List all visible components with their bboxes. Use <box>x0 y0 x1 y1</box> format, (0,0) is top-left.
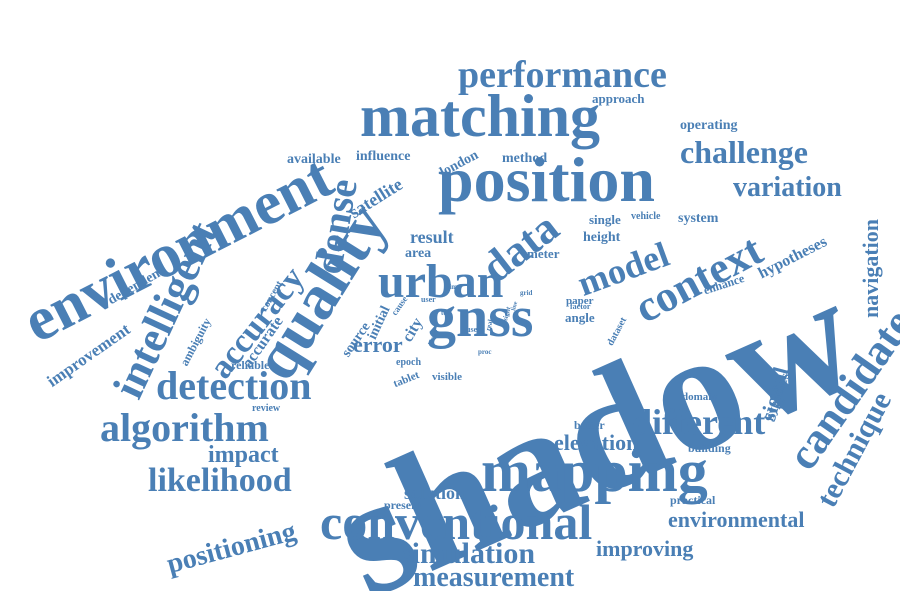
word-navigation: navigation <box>860 219 882 318</box>
word-tablet: tablet <box>392 370 421 390</box>
word-approach: approach <box>592 92 645 105</box>
word-challenge: challenge <box>680 136 808 168</box>
word-result: result <box>410 228 454 246</box>
word-epoch: epoch <box>396 358 421 368</box>
word-method: method <box>502 152 547 166</box>
word-angle: angle <box>565 311 595 324</box>
word-likelihood: likelihood <box>148 464 292 498</box>
word-different: different <box>632 404 765 440</box>
word-area: area <box>405 247 431 261</box>
word-vehicle: vehicle <box>631 212 660 222</box>
word-reliable: reliable <box>231 359 269 371</box>
word-practical: practical <box>670 494 715 506</box>
word-building: building <box>688 442 731 454</box>
word-user: user <box>421 296 436 304</box>
word-visible: visible <box>432 372 462 383</box>
word-time: time <box>447 284 460 291</box>
word-performance: performance <box>458 56 667 94</box>
word-use: use <box>466 326 477 334</box>
word-review: review <box>252 404 280 414</box>
word-gnss: gnss <box>427 288 533 346</box>
word-environmental: environmental <box>668 509 804 531</box>
word-improving: improving <box>596 538 693 560</box>
word-meter: meter <box>527 247 559 260</box>
word-proc: proc <box>478 349 491 356</box>
word-elevation: elevation <box>554 432 638 454</box>
word-height: height <box>583 231 620 245</box>
word-present: present <box>384 499 422 511</box>
word-single: single <box>589 213 621 226</box>
word-operating: operating <box>680 119 738 133</box>
word-available: available <box>287 153 341 167</box>
word-better: better <box>574 419 605 431</box>
word-grid: grid <box>520 290 532 297</box>
word-variation: variation <box>733 174 842 202</box>
word-measurement: measurement <box>413 564 574 591</box>
word-system: system <box>678 212 718 226</box>
word-domain: domain <box>682 392 717 403</box>
word-positioning: positioning <box>164 518 299 579</box>
word-ten: ten <box>441 310 450 317</box>
word-city: city <box>400 315 426 345</box>
word-impact: impact <box>208 443 279 467</box>
word-influence: influence <box>356 150 410 164</box>
